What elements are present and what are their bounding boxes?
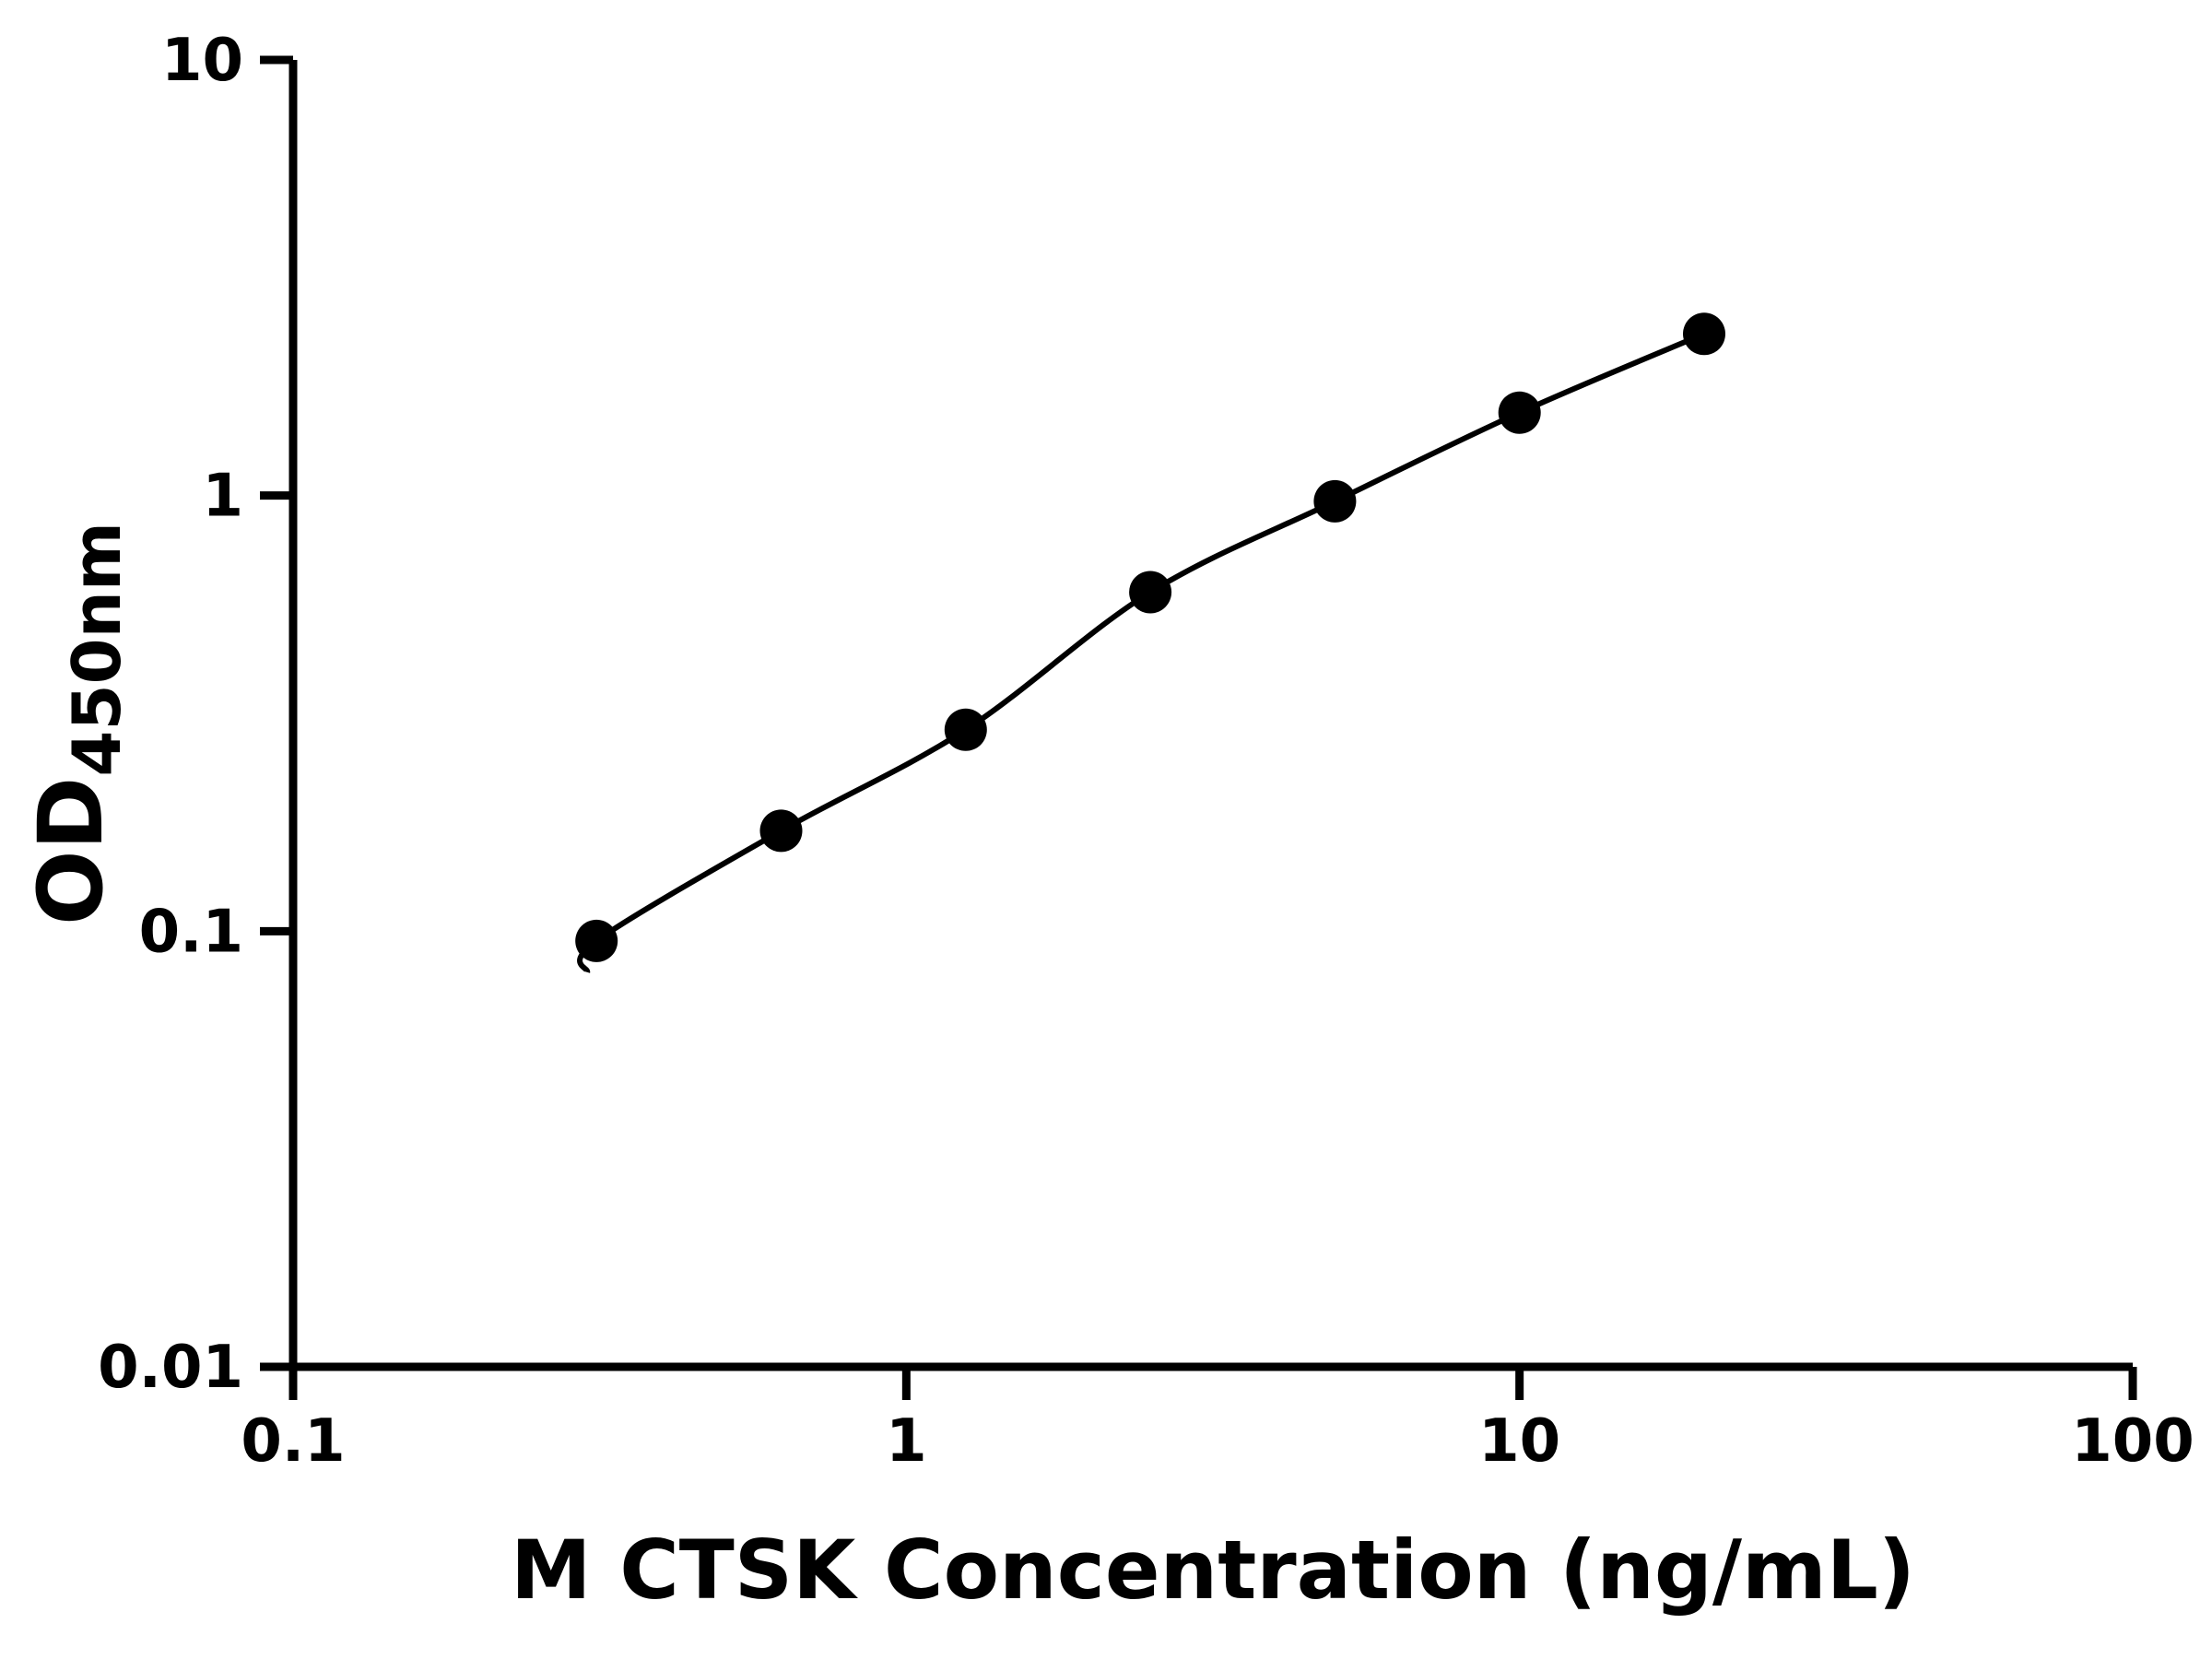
data-point-marker [1129, 571, 1172, 614]
x-tick-label: 1 [886, 1407, 927, 1476]
data-point-marker [944, 708, 987, 751]
y-tick-label: 0.01 [98, 1334, 243, 1402]
y-axis-title-subscript: 450nm [58, 522, 135, 777]
data-point-marker [575, 919, 618, 962]
y-axis-title: OD450nm [19, 522, 135, 925]
data-point-marker [1683, 312, 1725, 356]
x-tick-label: 10 [1478, 1407, 1560, 1476]
data-point-marker [1313, 479, 1357, 523]
x-tick-label: 100 [2071, 1407, 2194, 1476]
data-point-marker [759, 809, 803, 853]
y-tick-label: 1 [202, 463, 243, 531]
y-tick-label: 0.1 [139, 898, 243, 966]
data-point-marker [1498, 391, 1541, 434]
fit-curve [577, 331, 1706, 973]
y-tick-label: 10 [161, 27, 243, 95]
x-axis-title: M CTSK Concentration (ng/mL) [510, 1523, 1915, 1618]
axes-spines [288, 60, 2133, 1371]
y-axis-title-text: OD [19, 776, 123, 925]
x-tick-label: 0.1 [241, 1407, 345, 1476]
